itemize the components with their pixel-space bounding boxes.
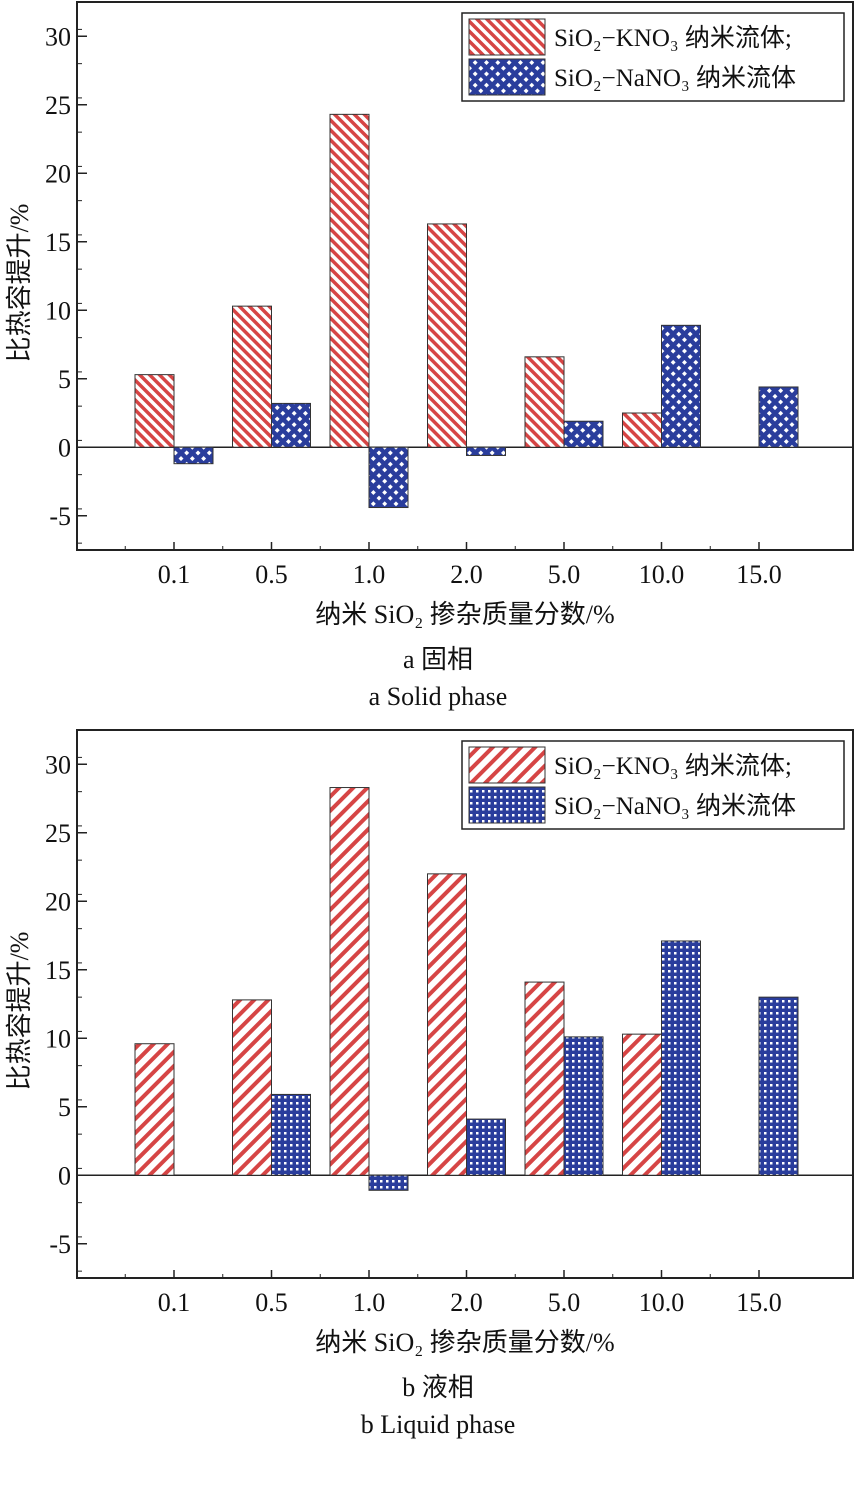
plot-frame	[76, 729, 854, 1279]
bar-nano3-0.1	[173, 446, 214, 465]
legend-swatch	[468, 18, 546, 56]
legend-swatch	[468, 786, 546, 824]
y-tick-label: 15	[45, 228, 71, 257]
bar-kno3-1.0	[329, 113, 370, 448]
x-tick-label: 0.1	[158, 1288, 191, 1317]
bar-nano3-2.0	[466, 446, 506, 456]
bar-nano3-2.0	[466, 1118, 506, 1176]
chart-solid-phase: 30 25 20 15 10 5 0 -5 0.1 0.5 1.0 2.0 5.0 10.0 15.0 SiO…	[0, 0, 857, 720]
x-tick-label: 5.0	[548, 1288, 581, 1317]
legend-label: SiO₂−NaNO₃ 纳米流体	[554, 64, 796, 92]
bar-nano3-1.0	[368, 1174, 409, 1191]
y-tick-label: 30	[45, 22, 71, 51]
caption-cn: b 液相	[402, 1373, 474, 1402]
bar-nano3-5.0	[563, 420, 604, 448]
y-tick-label: -5	[49, 1230, 71, 1259]
bar-nano3-10.0	[661, 940, 701, 1176]
chart-svg: 30 25 20 15 10 5 0 -5 0.1 0.5 1.0 2.0 5.0 10.0 15.0 SiO…	[5, 729, 854, 1439]
legend-swatch	[468, 746, 546, 784]
caption-cn: a 固相	[403, 645, 473, 674]
x-tick-label: 0.5	[255, 1288, 288, 1317]
bar-kno3-2.0	[427, 873, 467, 1176]
bar-kno3-10.0	[622, 1033, 662, 1176]
y-tick-label: 10	[45, 296, 71, 325]
x-tick-label: 15.0	[736, 1288, 782, 1317]
y-tick-label: 25	[45, 819, 71, 848]
y-tick-label: 5	[58, 365, 71, 394]
bar-kno3-5.0	[524, 981, 565, 1176]
bar-kno3-0.5	[232, 305, 272, 448]
bar-kno3-10.0	[622, 412, 662, 448]
bar-nano3-1.0	[368, 446, 409, 509]
x-tick-label: 2.0	[450, 560, 483, 589]
y-tick-label: 25	[45, 91, 71, 120]
x-tick-label: 1.0	[353, 560, 386, 589]
y-tick-label: 5	[58, 1093, 71, 1122]
legend-label: SiO₂−KNO₃ 纳米流体;	[554, 752, 792, 780]
legend-label: SiO₂−KNO₃ 纳米流体;	[554, 24, 792, 52]
x-axis-label: 纳米 SiO₂ 掺杂质量分数/%	[315, 1328, 614, 1357]
y-tick-label: 15	[45, 956, 71, 985]
bar-nano3-10.0	[661, 324, 701, 448]
y-tick-label: 20	[45, 159, 71, 188]
bar-nano3-5.0	[563, 1036, 604, 1176]
bar-nano3-0.5	[271, 1093, 311, 1176]
y-tick-label: 0	[58, 433, 71, 462]
bar-kno3-0.5	[232, 999, 272, 1176]
legend-label: SiO₂−NaNO₃ 纳米流体	[554, 792, 796, 820]
x-tick-label: 0.5	[255, 560, 288, 589]
y-tick-label: 0	[58, 1161, 71, 1190]
bar-kno3-5.0	[524, 356, 565, 448]
bar-nano3-15.0	[758, 996, 799, 1176]
plot-frame	[76, 1, 854, 551]
x-tick-label: 10.0	[639, 1288, 685, 1317]
caption-en: a Solid phase	[369, 682, 508, 711]
y-axis-label: 比热容提升/%	[5, 932, 34, 1091]
bar-kno3-2.0	[427, 223, 467, 448]
bar-kno3-0.1	[134, 374, 175, 448]
y-tick-label: 10	[45, 1024, 71, 1053]
bar-kno3-1.0	[329, 787, 370, 1176]
x-tick-label: 2.0	[450, 1288, 483, 1317]
bar-kno3-0.1	[134, 1043, 175, 1176]
bar-nano3-15.0	[758, 386, 799, 448]
bar-nano3-0.5	[271, 402, 311, 448]
x-axis-label: 纳米 SiO₂ 掺杂质量分数/%	[315, 600, 614, 629]
x-tick-label: 1.0	[353, 1288, 386, 1317]
y-tick-label: -5	[49, 502, 71, 531]
legend-swatch	[468, 58, 546, 96]
x-tick-label: 0.1	[158, 560, 191, 589]
chart-svg: 30 25 20 15 10 5 0 -5 0.1 0.5 1.0 2.0 5.0 10.0 15.0 SiO…	[5, 1, 854, 711]
y-tick-label: 30	[45, 750, 71, 779]
y-axis-label: 比热容提升/%	[5, 204, 34, 363]
chart-liquid-phase: 30 25 20 15 10 5 0 -5 0.1 0.5 1.0 2.0 5.0 10.0 15.0 SiO…	[0, 728, 857, 1458]
x-tick-label: 5.0	[548, 560, 581, 589]
caption-en: b Liquid phase	[361, 1410, 516, 1439]
x-tick-label: 15.0	[736, 560, 782, 589]
y-tick-label: 20	[45, 887, 71, 916]
x-tick-label: 10.0	[639, 560, 685, 589]
